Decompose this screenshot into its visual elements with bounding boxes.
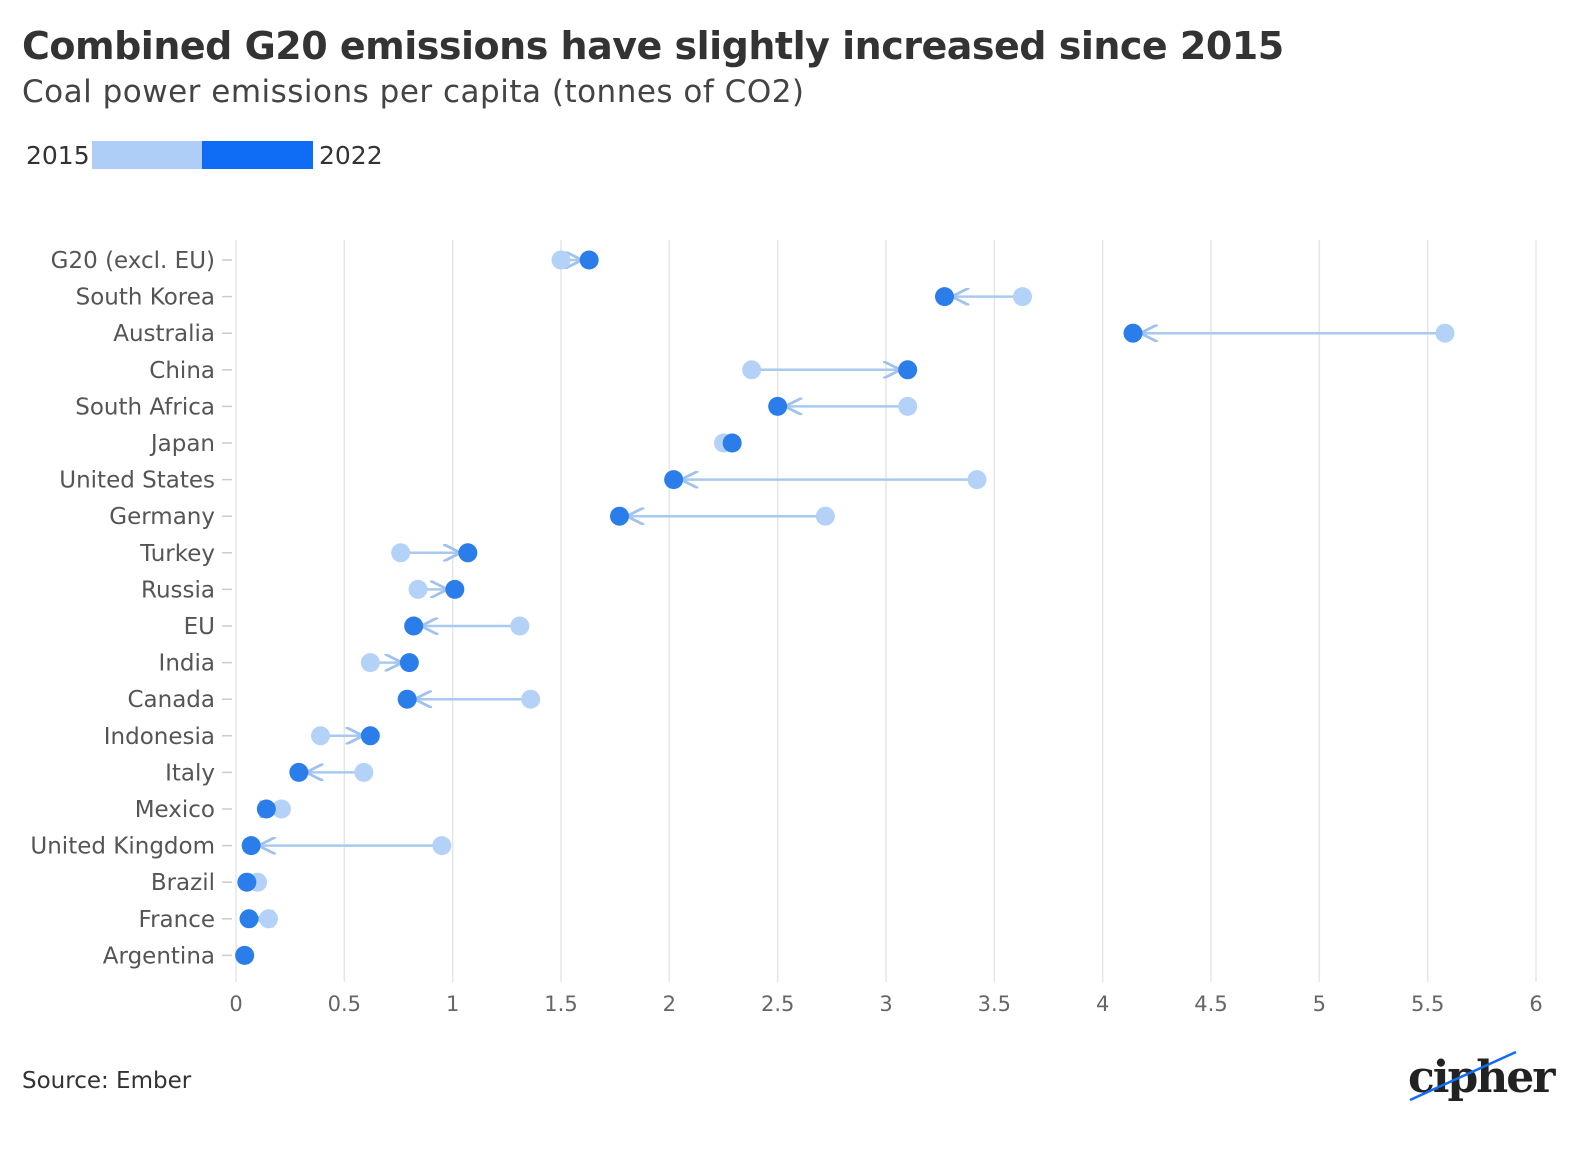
point-2022 <box>935 287 954 307</box>
x-tick-label: 0.5 <box>328 992 361 1016</box>
cipher-logo: cipher <box>1404 1050 1555 1110</box>
x-tick-label: 1.5 <box>544 992 577 1016</box>
legend: 2015 2022 <box>26 139 406 170</box>
gridlines <box>235 240 1537 982</box>
point-2022 <box>898 360 918 380</box>
category-label: South Africa <box>75 394 215 420</box>
x-tick-label: 1 <box>446 992 459 1016</box>
logo-wordmark: cipher <box>1408 1052 1555 1103</box>
x-tick-label: 5.5 <box>1411 992 1444 1016</box>
point-2015 <box>898 396 918 416</box>
chart-subtitle: Coal power emissions per capita (tonnes … <box>22 74 805 110</box>
x-tick-label: 0 <box>229 992 242 1016</box>
data-points <box>235 250 1455 965</box>
point-2015 <box>360 653 380 673</box>
point-2015 <box>1013 287 1032 307</box>
category-label: EU <box>184 614 215 640</box>
point-2022 <box>768 396 788 416</box>
category-label: G20 (excl. EU) <box>51 248 215 274</box>
point-2022 <box>237 872 257 892</box>
point-2022 <box>239 909 259 929</box>
point-2022 <box>664 470 684 490</box>
category-label: Indonesia <box>104 724 215 750</box>
point-2022 <box>722 433 742 453</box>
point-2022 <box>579 250 599 270</box>
point-2022 <box>610 506 629 526</box>
point-2015 <box>510 616 530 636</box>
point-2015 <box>551 250 571 270</box>
x-tick-label: 6 <box>1529 992 1542 1016</box>
category-label: Australia <box>113 321 215 347</box>
category-label: Mexico <box>135 797 215 823</box>
point-2022 <box>1123 323 1143 343</box>
category-label: China <box>149 358 215 384</box>
x-tick-label: 3.5 <box>978 992 1011 1016</box>
category-label: Turkey <box>139 541 215 567</box>
category-label: India <box>159 651 215 677</box>
x-tick-label: 3 <box>879 992 892 1016</box>
category-label: Argentina <box>103 943 215 969</box>
category-label: Canada <box>127 687 215 713</box>
x-axis: 0 0.5 1 1.5 2 2.5 3 3.5 4 4.5 5 5.5 6 <box>229 992 1542 1016</box>
point-2015 <box>354 762 374 782</box>
point-2022 <box>241 836 261 856</box>
x-tick-label: 4.5 <box>1194 992 1227 1016</box>
dumbbell-chart: 0 0.5 1 1.5 2 2.5 3 3.5 4 4.5 5 5.5 6 G20 (excl. EU)… <box>30 240 1543 1016</box>
point-2015 <box>967 470 987 490</box>
x-tick-label: 2 <box>663 992 676 1016</box>
source-note: Source: Ember <box>22 1068 192 1094</box>
legend-swatch-2022 <box>202 141 313 169</box>
category-label: United Kingdom <box>30 834 215 860</box>
x-tick-label: 2.5 <box>761 992 794 1016</box>
point-2015 <box>259 909 278 929</box>
connector-lines <box>258 260 1436 919</box>
point-2015 <box>391 543 411 563</box>
point-2015 <box>408 579 428 599</box>
legend-end-label: 2022 <box>319 141 383 170</box>
point-2022 <box>289 762 309 782</box>
point-2022 <box>235 945 255 965</box>
logo-slash-icon <box>1409 1050 1517 1102</box>
point-2022 <box>458 543 478 563</box>
point-2022 <box>445 579 465 599</box>
x-tick-label: 5 <box>1313 992 1326 1016</box>
point-2015 <box>272 799 291 819</box>
point-2015 <box>432 836 452 856</box>
point-2022 <box>404 616 424 636</box>
point-2015 <box>311 726 330 746</box>
legend-start-label: 2015 <box>26 141 90 170</box>
category-label: United States <box>59 468 215 494</box>
point-2015 <box>1435 323 1455 343</box>
legend-swatch-2015 <box>92 141 202 169</box>
category-labels: G20 (excl. EU) South Korea Australia China S… <box>30 248 232 969</box>
point-2022 <box>360 726 380 746</box>
category-label: Germany <box>109 504 215 530</box>
x-tick-label: 4 <box>1096 992 1109 1016</box>
chart-title: Combined G20 emissions have slightly inc… <box>22 24 1284 68</box>
category-label: France <box>139 907 215 933</box>
point-2015 <box>742 360 762 380</box>
category-label: Japan <box>149 431 215 457</box>
category-label: Russia <box>141 577 215 603</box>
category-label: Italy <box>165 760 215 786</box>
point-2015 <box>815 506 835 526</box>
category-label: South Korea <box>76 285 215 311</box>
point-2015 <box>521 689 541 709</box>
point-2022 <box>397 689 417 709</box>
point-2022 <box>256 799 276 819</box>
category-label: Brazil <box>151 870 215 896</box>
point-2022 <box>399 653 419 673</box>
